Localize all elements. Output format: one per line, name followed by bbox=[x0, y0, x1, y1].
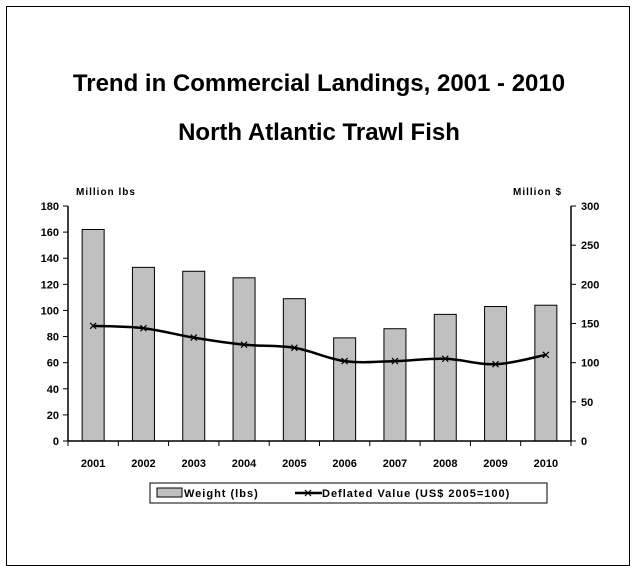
marker-stroke bbox=[441, 355, 449, 363]
left-tick-label: 140 bbox=[41, 253, 59, 265]
value-point-marker bbox=[190, 334, 198, 342]
x-tick-label: 2007 bbox=[383, 458, 407, 470]
x-tick-label: 2002 bbox=[131, 458, 155, 470]
left-tick-label: 100 bbox=[41, 305, 59, 317]
legend-label-value: Deflated Value (US$ 2005=100) bbox=[322, 488, 510, 500]
marker-stroke bbox=[190, 334, 198, 342]
marker-stroke bbox=[240, 341, 248, 349]
left-tick-label: 0 bbox=[53, 436, 59, 448]
value-point-marker bbox=[391, 357, 399, 365]
right-tick-label: 300 bbox=[581, 201, 599, 213]
right-tick-label: 200 bbox=[581, 279, 599, 291]
legend-swatch-weight bbox=[156, 487, 183, 498]
left-tick-label: 80 bbox=[47, 332, 59, 344]
marker-stroke bbox=[140, 324, 147, 332]
legend-swatch-value-marker bbox=[304, 489, 312, 497]
value-point-marker bbox=[290, 344, 298, 352]
weight-bar bbox=[333, 337, 357, 442]
value-point-marker bbox=[140, 324, 147, 332]
weight-bar bbox=[81, 229, 105, 442]
left-tick-label: 40 bbox=[47, 384, 59, 396]
weight-bar bbox=[534, 304, 558, 442]
value-point-marker bbox=[240, 341, 248, 349]
left-tick-label: 160 bbox=[41, 227, 59, 239]
legend-label-weight: Weight (lbs) bbox=[184, 488, 259, 500]
right-tick-label: 250 bbox=[581, 240, 599, 252]
x-tick-label: 2009 bbox=[483, 458, 507, 470]
weight-bar bbox=[131, 266, 155, 442]
chart-subtitle: North Atlantic Trawl Fish bbox=[178, 119, 460, 146]
value-point-marker bbox=[492, 360, 499, 368]
left-tick-label: 120 bbox=[41, 279, 59, 291]
chart-svg: 0 20 40 60 80 100 120 140 160 180 0 50 100 150 200 250 3… bbox=[41, 187, 599, 504]
marker-stroke bbox=[89, 322, 97, 330]
weight-bar bbox=[282, 298, 306, 442]
legend-box bbox=[149, 482, 548, 504]
weight-bar bbox=[484, 306, 508, 442]
right-tick-label: 0 bbox=[581, 436, 587, 448]
left-tick-label: 180 bbox=[41, 201, 59, 213]
left-tick-label: 60 bbox=[47, 358, 59, 370]
x-tick-label: 2008 bbox=[433, 458, 457, 470]
x-tick-label: 2010 bbox=[534, 458, 558, 470]
marker-stroke bbox=[391, 357, 399, 365]
left-axis-unit-label: Million lbs bbox=[76, 187, 136, 198]
value-point-marker bbox=[441, 355, 449, 363]
weight-bar bbox=[182, 270, 206, 442]
marker-stroke bbox=[492, 360, 499, 368]
value-point-marker bbox=[341, 357, 349, 365]
value-point-marker bbox=[89, 322, 97, 330]
x-tick-label: 2006 bbox=[332, 458, 356, 470]
marker-stroke bbox=[290, 344, 298, 352]
weight-bar bbox=[383, 328, 407, 442]
x-tick-label: 2003 bbox=[182, 458, 206, 470]
marker-stroke bbox=[341, 357, 349, 365]
weight-bar bbox=[232, 277, 256, 442]
left-tick-label: 20 bbox=[47, 410, 59, 422]
marker-stroke bbox=[542, 351, 550, 359]
weight-bar bbox=[433, 313, 457, 442]
value-point-marker bbox=[542, 351, 550, 359]
right-axis-unit-label: Million $ bbox=[513, 187, 562, 198]
x-tick-label: 2004 bbox=[232, 458, 257, 470]
value-line bbox=[93, 324, 547, 366]
chart-title: Trend in Commercial Landings, 2001 - 201… bbox=[72, 70, 566, 97]
right-tick-label: 50 bbox=[581, 397, 593, 409]
right-tick-label: 150 bbox=[581, 319, 599, 331]
x-tick-label: 2001 bbox=[81, 458, 105, 470]
right-tick-label: 100 bbox=[581, 358, 599, 370]
x-tick-label: 2005 bbox=[282, 458, 306, 470]
